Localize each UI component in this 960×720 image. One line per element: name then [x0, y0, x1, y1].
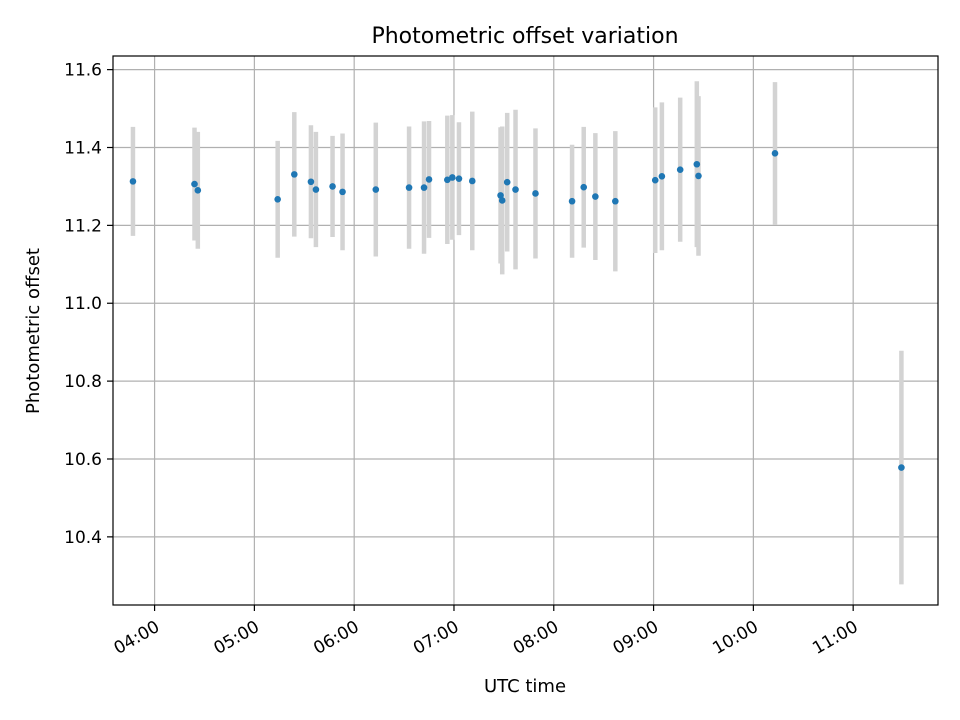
- data-point: [449, 174, 456, 181]
- data-point: [312, 186, 320, 193]
- y-tick-label: 11.4: [64, 139, 102, 159]
- data-point: [503, 178, 511, 186]
- data-point: [455, 175, 463, 182]
- data-point: [532, 190, 539, 197]
- data-point: [420, 184, 428, 191]
- data-point: [274, 195, 281, 203]
- y-tick-label: 11.6: [64, 61, 102, 81]
- data-points: [129, 150, 905, 471]
- data-point: [129, 178, 137, 185]
- data-point: [580, 183, 588, 191]
- x-axis-label: UTC time: [484, 676, 566, 697]
- data-point: [695, 172, 702, 180]
- data-point: [329, 183, 336, 190]
- data-point: [568, 197, 576, 205]
- data-point: [898, 464, 905, 471]
- data-point: [291, 171, 298, 178]
- y-tick-label: 10.8: [64, 372, 102, 392]
- data-point: [307, 178, 315, 186]
- y-tick-label: 11.2: [64, 216, 102, 236]
- plot-frame: [112, 55, 939, 606]
- data-point: [612, 197, 619, 205]
- y-axis: 10.4 10.6 10.8 11.0 11.2 11.4 11.6: [64, 61, 113, 548]
- data-point: [651, 176, 659, 184]
- data-point: [676, 166, 684, 173]
- y-tick-label: 10.6: [64, 450, 102, 470]
- data-point: [498, 197, 506, 204]
- data-point: [512, 186, 519, 193]
- y-tick-label: 10.4: [64, 528, 102, 548]
- data-point: [191, 180, 198, 188]
- data-point: [339, 188, 346, 196]
- y-axis-label: Photometric offset: [23, 248, 44, 414]
- data-point: [444, 176, 451, 184]
- data-point: [658, 173, 666, 180]
- chart-title: Photometric offset variation: [371, 24, 678, 49]
- y-tick-label: 11.0: [64, 294, 102, 314]
- data-point: [592, 193, 599, 200]
- data-point: [497, 192, 504, 199]
- data-point: [372, 186, 380, 193]
- data-point: [693, 160, 701, 168]
- data-point: [425, 176, 433, 183]
- data-point: [194, 187, 202, 194]
- data-point: [405, 184, 413, 191]
- data-point: [771, 150, 779, 157]
- data-point: [468, 177, 476, 185]
